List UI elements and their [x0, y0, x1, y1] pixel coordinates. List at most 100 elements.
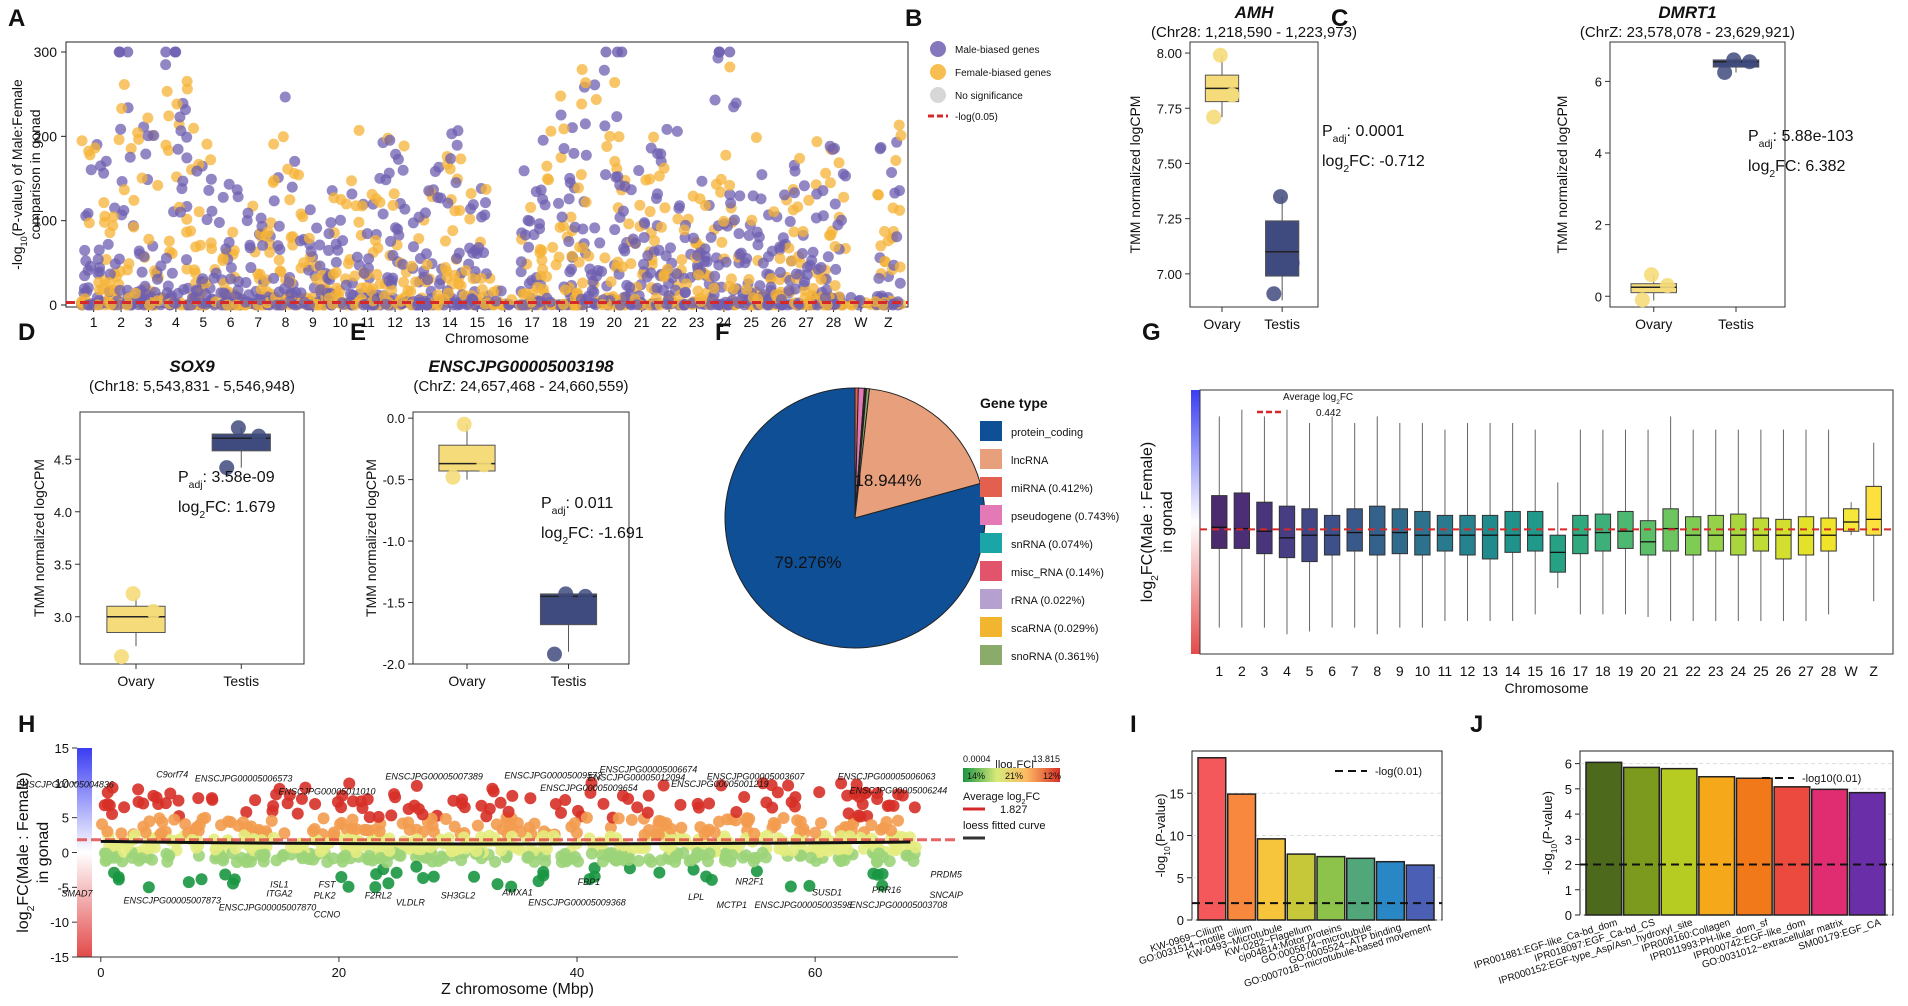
x-tick-label: Ovary: [1203, 316, 1240, 332]
data-point: [568, 147, 580, 159]
data-point: [445, 153, 457, 165]
x-tick-label: 27: [798, 314, 814, 330]
data-point: [163, 110, 175, 122]
gene-point: [883, 799, 896, 812]
gene-label: ENSCJPG00005011010: [279, 787, 376, 797]
text-part: 2: [1336, 399, 1340, 406]
text-part: 2: [562, 536, 568, 547]
pie-slice: [854, 388, 981, 519]
gene-point: [853, 790, 866, 803]
data-point: [304, 204, 316, 216]
data-point: [353, 216, 365, 228]
gene-point: [126, 851, 139, 864]
text-part: -log: [1540, 853, 1555, 875]
chromosome-box: [1707, 514, 1724, 552]
text-part: Average log: [963, 791, 1022, 803]
data-point: [634, 199, 646, 211]
gene-point: [759, 851, 772, 864]
data-point: [475, 272, 487, 284]
y-tick-label: 5: [1180, 461, 1188, 477]
x-tick-label: 28: [1821, 663, 1837, 679]
gene-point: [229, 842, 242, 855]
data-point: [829, 198, 841, 210]
legend-swatch: [980, 617, 1002, 637]
data-point: [820, 167, 832, 179]
data-point: [825, 229, 837, 241]
data-point: [104, 268, 116, 280]
data-point: [194, 239, 206, 251]
x-tick-label: 20: [1640, 663, 1656, 679]
gene-point: [245, 820, 258, 833]
x-tick-label: Ovary: [1635, 316, 1672, 332]
gene-point: [296, 852, 309, 865]
gene-point: [156, 816, 169, 829]
data-point: [220, 243, 232, 255]
x-tick-label: 11: [1438, 663, 1453, 679]
gene-point: [494, 796, 507, 809]
data-point: [577, 242, 589, 254]
data-point: [314, 239, 326, 251]
data-point: [363, 253, 375, 265]
gene-label: ENSCJPG00005004836: [16, 780, 114, 790]
x-tick-label: 10: [1415, 663, 1431, 679]
data-point: [693, 269, 705, 281]
data-point: [410, 276, 422, 288]
text-part: 2: [26, 905, 37, 911]
gene-point: [641, 806, 654, 819]
data-point: [650, 192, 662, 204]
data-point: [100, 254, 112, 266]
gene-point: [172, 794, 185, 807]
gene-point: [267, 799, 280, 812]
data-point: [655, 148, 667, 160]
gene-point: [238, 829, 251, 842]
gene-point: [765, 779, 778, 792]
data-point: [205, 154, 217, 166]
sample-point: [230, 420, 246, 436]
data-point: [264, 246, 276, 258]
legend-label: Male-biased genes: [955, 45, 1040, 56]
data-point: [323, 244, 335, 256]
data-point: [203, 184, 215, 196]
x-tick-label: 22: [1685, 663, 1701, 679]
x-tick-label: Testis: [551, 673, 587, 689]
gene-point: [585, 847, 598, 860]
gene-point: [346, 813, 359, 826]
legend-label: -log(0.05): [955, 112, 998, 123]
data-point: [642, 250, 654, 262]
data-point: [386, 284, 398, 296]
gene-point: [343, 777, 356, 790]
sample-point: [476, 457, 492, 473]
data-point: [525, 201, 537, 213]
data-point: [160, 252, 172, 264]
y-tick-label: 4: [1565, 807, 1572, 822]
data-point: [752, 239, 764, 251]
y-tick-label: -1.5: [383, 596, 405, 611]
gene-point: [402, 802, 415, 815]
data-point: [601, 140, 613, 152]
data-point: [142, 130, 154, 142]
x-tick-label: 23: [689, 314, 705, 330]
y-tick-label: 0: [49, 297, 57, 313]
panel-label-E: E: [350, 319, 366, 346]
data-point: [882, 235, 894, 247]
data-point: [555, 151, 567, 163]
y-tick-label: -10: [50, 915, 69, 930]
text-part: adj: [1333, 134, 1347, 145]
y-tick-label: 5: [62, 811, 69, 826]
data-point: [783, 242, 795, 254]
gene-point: [222, 815, 235, 828]
gene-point: [625, 813, 638, 826]
data-point: [98, 197, 110, 209]
y-tick-label: 0: [1565, 908, 1572, 923]
bar: [1346, 857, 1376, 921]
data-point: [107, 211, 119, 223]
y-tick-label: 200: [34, 128, 58, 144]
legend-label: scaRNA (0.029%): [1011, 623, 1098, 635]
text-part: P: [1322, 123, 1333, 140]
panel-label-H: H: [18, 711, 35, 738]
gene-label: ENSCJPG00005009572: [504, 771, 602, 781]
text-part: 2: [199, 510, 205, 521]
gene-point: [655, 815, 668, 828]
gene-title: AMH: [1234, 3, 1274, 22]
gene-point: [791, 814, 804, 827]
